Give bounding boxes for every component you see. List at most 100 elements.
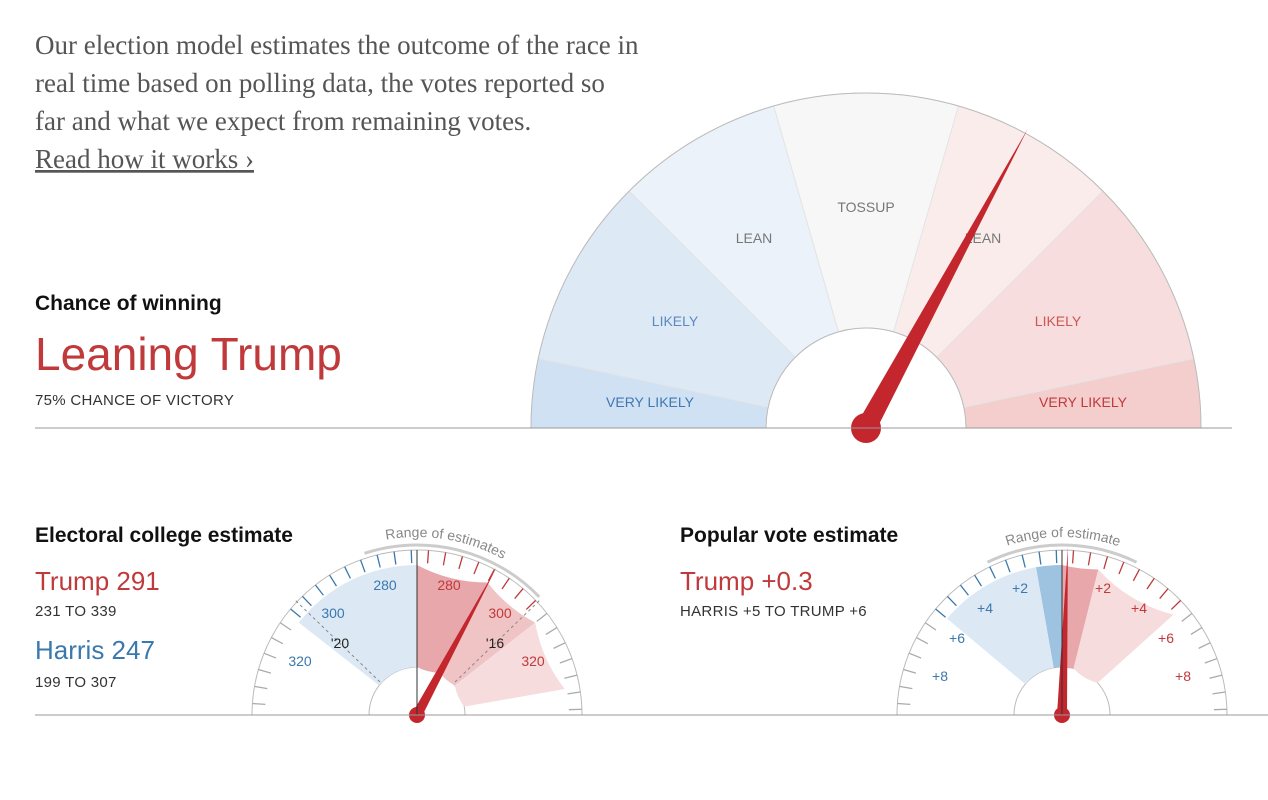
gauge-tick [1181,612,1193,622]
gauge-tick [514,588,524,599]
tick-label: +6 [1158,630,1174,646]
electoral-trump: Trump 291 [35,566,160,596]
gauge-tick [501,577,510,590]
popular-heading: Popular vote estimate [680,524,898,547]
gauge-tick [974,574,983,587]
tick-label: 280 [437,577,461,593]
gauge-tick [329,574,338,587]
tick-label: 320 [288,653,312,669]
gauge-tick [1159,588,1169,599]
electoral-harris: Harris 247 [35,635,155,665]
gauge-tick [252,702,266,706]
gauge-tick [536,612,548,622]
electoral-heading: Electoral college estimate [35,524,293,547]
gauge-tick [258,668,272,674]
popular-trump: Trump +0.3 [680,566,813,596]
gauge-tick [473,561,480,575]
range-arc [986,543,1138,564]
gauge-band [439,582,536,686]
gauge-tick [1071,550,1075,564]
gauge-band [1073,569,1174,683]
gauge-tick [1118,561,1125,575]
gauge-tick [1212,691,1226,695]
marker-line [294,599,381,683]
gauge-tick [1021,554,1026,568]
gauge-tick [916,636,929,645]
gauge-tick [1190,627,1203,636]
tick-label: +8 [932,668,948,684]
gauge-tick [899,685,913,690]
gauge-tick [344,566,351,579]
gauge-tick [393,551,397,565]
gauge-tick [1209,674,1223,679]
gauge-tick [1146,577,1155,590]
gauge-tick [1087,552,1092,566]
gauge-label: LIKELY [1035,313,1082,329]
tick-label: 300 [321,605,345,621]
intro-line: Our election model estimates the outcome… [35,30,639,60]
gauge-tick [935,608,946,618]
gauge-band [417,565,488,673]
gauge-tick [553,642,566,649]
intro-line: far and what we expect from remaining vo… [35,106,531,136]
gauge-tick [1170,599,1182,610]
gauge-label: LIKELY [652,313,699,329]
gauge-tick [487,569,496,582]
gauge-tick [254,685,268,690]
marker-label: '16 [486,635,504,651]
chance-headline: Leaning Trump [35,328,342,380]
gauge-label: LEAN [736,230,773,246]
needle [857,128,1028,433]
tick-label: +6 [949,630,965,646]
electoral-trump-range: 231 TO 339 [35,603,117,620]
tick-label: 320 [521,653,545,669]
gauge-band [1035,565,1062,668]
gauge-label: VERY LIKELY [1039,394,1128,410]
tick-label: +2 [1095,580,1111,596]
intro: Our election model estimates the outcome… [35,30,639,174]
marker-line [454,599,541,683]
gauge-tick [271,636,284,645]
tick-label: +4 [1131,600,1147,616]
gauge-tick [959,584,969,596]
gauge-band [298,565,417,686]
tick-label: +8 [1175,668,1191,684]
gauge-tick [1004,559,1011,573]
gauge-outline [530,92,1202,429]
gauge-band [454,622,565,707]
gauge-tick [301,595,312,607]
read-link[interactable]: Read how it works › [35,144,254,174]
gauge-tick [290,608,301,618]
chance-gauge: VERY LIKELYLIKELYLEANTOSSUPLEANLIKELYVER… [530,92,1202,443]
gauge-tick [908,652,922,659]
gauge-label: VERY LIKELY [606,394,695,410]
gauge-tick [903,668,917,674]
gauge-tick [946,595,957,607]
gauge-tick [442,552,447,566]
tick-label: 300 [488,605,512,621]
chance-heading: Chance of winning [35,292,222,315]
gauge-tick [376,554,381,568]
gauge-tick [314,584,324,596]
gauge-band [947,567,1054,685]
gauge-tick [567,691,581,695]
gauge-band [1062,565,1099,669]
tick-label: +4 [977,600,993,616]
gauge-tick [1038,551,1042,565]
gauge-tick [458,556,464,570]
gauge-tick [564,674,578,679]
gauge-tick [525,599,537,610]
gauge-tick [263,652,277,659]
gauge-tick [989,566,996,579]
gauge-label: TOSSUP [837,199,894,215]
gauge-tick [545,627,558,636]
gauge-tick [1198,642,1211,649]
gauge-tick [279,622,292,631]
gauge-tick [897,702,911,706]
marker-label: '20 [331,635,349,651]
gauge-tick [1132,569,1141,582]
gauge-tick [924,622,937,631]
gauge-tick [359,559,366,573]
chance-detail: 75% CHANCE OF VICTORY [35,392,234,409]
